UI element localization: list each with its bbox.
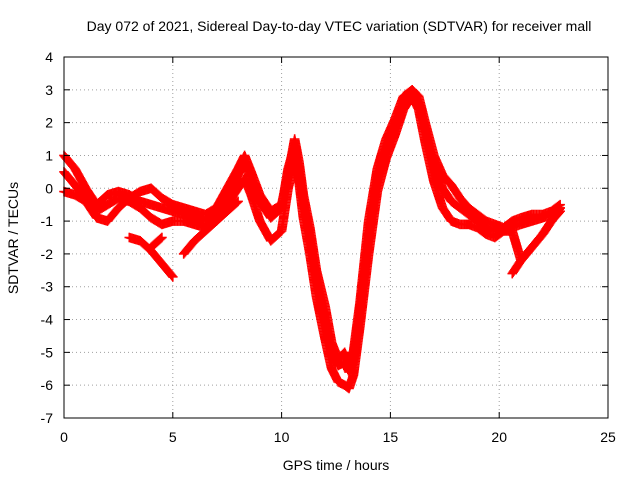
data-point [157,232,167,243]
y-tick-label: -5 [41,344,54,360]
data-point [555,203,565,213]
x-tick-label: 0 [60,429,68,445]
data-point [233,196,243,207]
chart-title: Day 072 of 2021, Sidereal Day-to-day VTE… [87,18,592,34]
y-tick-label: 4 [45,49,53,65]
data-point [167,270,177,281]
y-tick-label: -1 [41,213,54,229]
data-point [232,197,242,208]
data-points [59,85,565,394]
x-tick-label: 20 [491,429,507,445]
y-tick-label: 0 [45,180,53,196]
data-point [554,204,565,215]
data-point [156,233,166,244]
y-tick-label: -6 [41,377,54,393]
x-tick-label: 25 [600,429,616,445]
y-tick-label: -3 [41,279,54,295]
y-tick-label: -4 [41,312,54,328]
axes: 0 5 10 15 20 25 -7 -6 -5 -4 -3 -2 -1 0 1 2 3 4 [41,49,616,445]
x-axis-label: GPS time / hours [283,457,390,473]
y-tick-label: 2 [45,115,53,131]
y-axis-label: SDTVAR / TECUs [5,182,21,294]
data-point [168,272,178,282]
plot-frame [63,56,609,419]
y-tick-label: -2 [41,246,54,262]
x-tick-label: 15 [383,429,399,445]
y-tick-label: -7 [41,410,54,426]
x-tick-label: 5 [169,429,177,445]
y-tick-label: 3 [45,82,53,98]
x-tick-label: 10 [274,429,290,445]
y-tick-label: 1 [45,147,53,163]
